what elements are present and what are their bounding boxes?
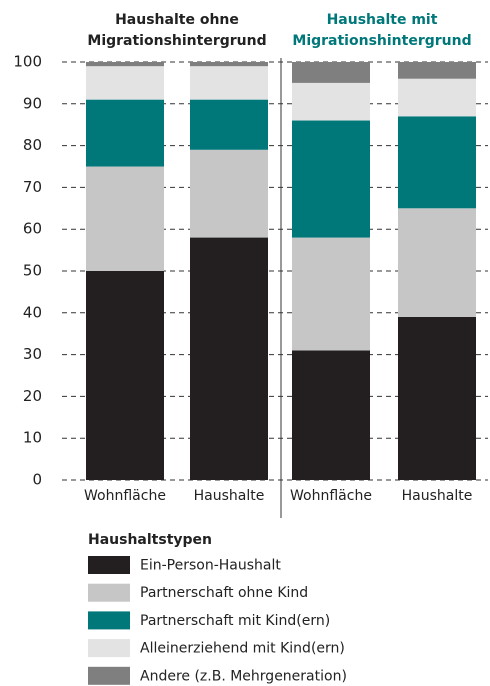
y-tick-label: 30 <box>23 345 42 363</box>
legend-label: Partnerschaft mit Kind(ern) <box>140 613 330 629</box>
legend-swatch <box>88 666 130 685</box>
legend-swatch <box>88 583 130 602</box>
legend-label: Andere (z.B. Mehrgeneration) <box>140 668 347 684</box>
bar-segment <box>190 66 268 100</box>
x-tick-label: Haushalte <box>402 488 473 504</box>
bar-segment <box>292 350 370 480</box>
legend-swatch <box>88 556 130 574</box>
group-title: Haushalte mit <box>327 12 438 28</box>
y-tick-label: 80 <box>23 136 42 154</box>
bar-segment <box>190 99 268 150</box>
y-tick-label: 50 <box>23 262 42 280</box>
bar-segment <box>398 208 476 317</box>
x-tick-label: Haushalte <box>194 488 265 504</box>
y-tick-label: 90 <box>23 94 42 112</box>
bar-segment <box>292 82 370 121</box>
bar-segment <box>398 316 476 480</box>
bar-segment <box>398 78 476 117</box>
bar-segment <box>292 237 370 351</box>
bar-segment <box>86 271 164 480</box>
legend-swatch <box>88 611 130 630</box>
legend-title: Haushaltstypen <box>88 532 212 548</box>
bar-segment <box>190 237 268 480</box>
bar-segment <box>86 99 164 167</box>
bar-segment <box>398 116 476 209</box>
group-title: Haushalte ohne <box>115 12 239 28</box>
bar-segment <box>86 166 164 271</box>
group-title: Migrationshintergrund <box>292 33 471 49</box>
legend-swatch <box>88 639 130 658</box>
legend-label: Ein-Person-Haushalt <box>140 558 281 574</box>
y-tick-label: 0 <box>32 471 42 489</box>
y-tick-label: 40 <box>23 303 42 321</box>
y-tick-label: 20 <box>23 387 42 405</box>
y-tick-label: 60 <box>23 220 42 238</box>
legend-label: Alleinerziehend mit Kind(ern) <box>140 641 345 657</box>
bar-segment <box>190 149 268 238</box>
legend-label: Partnerschaft ohne Kind <box>140 585 308 601</box>
y-tick-label: 70 <box>23 178 42 196</box>
group-title: Migrationshintergrund <box>87 33 266 49</box>
bar-segment <box>292 120 370 238</box>
bar-segment <box>398 62 476 79</box>
bar-segment <box>190 62 268 67</box>
bar-segment <box>86 62 164 67</box>
y-tick-label: 100 <box>13 53 42 71</box>
bar-segment <box>292 62 370 83</box>
y-tick-label: 10 <box>23 429 42 447</box>
bar-segment <box>86 66 164 100</box>
x-tick-label: Wohnfläche <box>290 488 372 504</box>
x-tick-label: Wohnfläche <box>84 488 166 504</box>
